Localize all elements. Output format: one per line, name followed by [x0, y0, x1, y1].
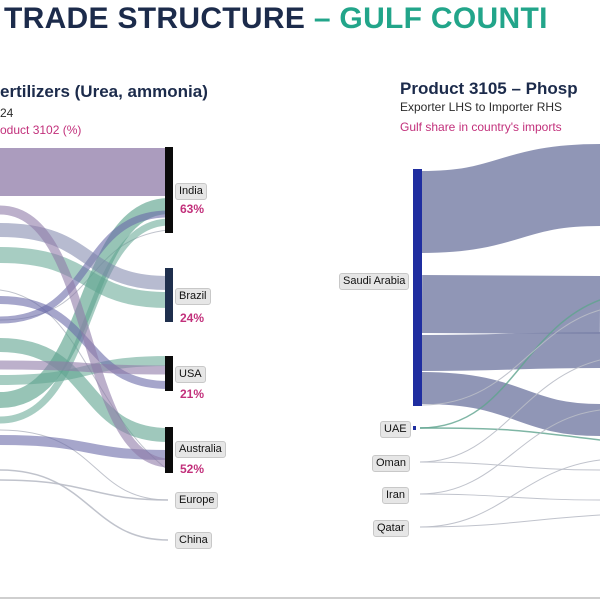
sankey-link: [0, 338, 169, 442]
node-label-europe: Europe: [175, 492, 219, 509]
node-label-china: China: [175, 532, 212, 549]
sankey-link: [419, 427, 600, 441]
left-panel-subtitle: 24: [0, 106, 14, 120]
slide-title-accent: – GULF COUNTI: [313, 2, 548, 35]
sankey-link: [419, 299, 600, 429]
left-panel-title: ertilizers (Urea, ammonia): [0, 82, 208, 101]
sankey-link: [419, 409, 600, 495]
share-brazil: 24%: [180, 311, 205, 325]
right-panel-subtitle: Exporter LHS to Importer RHS: [400, 100, 563, 114]
sankey-link: [0, 223, 169, 290]
node-label-india: India: [175, 183, 207, 200]
share-australia: 52%: [180, 462, 205, 476]
node-label-saudi-arabia: Saudi Arabia: [339, 273, 410, 290]
share-usa: 21%: [180, 387, 205, 401]
sankey-link: [0, 205, 169, 468]
slide-title: TRADE STRUCTURE – GULF COUNTI: [4, 2, 548, 36]
left-sankey-nodes: [165, 147, 173, 473]
sankey-link: [419, 459, 600, 528]
right-panel-title: Product 3105 – Phosp: [400, 79, 578, 98]
right-sankey-nodes: [413, 169, 422, 430]
node-bar-uae: [413, 426, 416, 430]
node-label-australia: Australia: [175, 441, 226, 458]
sankey-link: [421, 275, 600, 334]
left-sankey-flows: [0, 148, 169, 541]
sankey-link: [0, 289, 169, 471]
node-bar-brazil: [165, 268, 173, 322]
node-bar-saudi-arabia: [413, 169, 422, 406]
sankey-link: [0, 479, 169, 501]
right-sankey-flows: [419, 144, 600, 528]
sankey-link: [0, 210, 169, 324]
node-label-qatar: Qatar: [373, 520, 409, 537]
bottom-divider: [0, 597, 600, 599]
node-bar-india: [165, 147, 173, 233]
sankey-link: [421, 309, 600, 406]
sankey-link: [421, 332, 600, 371]
sankey-link: [0, 429, 169, 501]
sankey-link: [0, 247, 169, 308]
sankey-link: [0, 360, 169, 375]
slide-title-main: TRADE STRUCTURE: [4, 2, 306, 35]
sankey-link: [419, 461, 600, 471]
node-label-brazil: Brazil: [175, 288, 211, 305]
sankey-link: [419, 359, 600, 463]
node-label-uae: UAE: [380, 421, 411, 438]
node-bar-usa: [165, 356, 173, 391]
sankey-link: [0, 469, 169, 541]
node-bar-australia: [165, 427, 173, 473]
node-label-iran: Iran: [382, 487, 409, 504]
left-panel-share-caption: oduct 3102 (%): [0, 123, 82, 137]
sankey-link: [421, 144, 600, 253]
node-label-oman: Oman: [372, 455, 410, 472]
share-india: 63%: [180, 202, 205, 216]
sankey-link: [421, 372, 600, 436]
sankey-link: [419, 514, 600, 528]
node-label-usa: USA: [175, 366, 206, 383]
right-panel-share-caption: Gulf share in country's imports: [400, 120, 562, 134]
